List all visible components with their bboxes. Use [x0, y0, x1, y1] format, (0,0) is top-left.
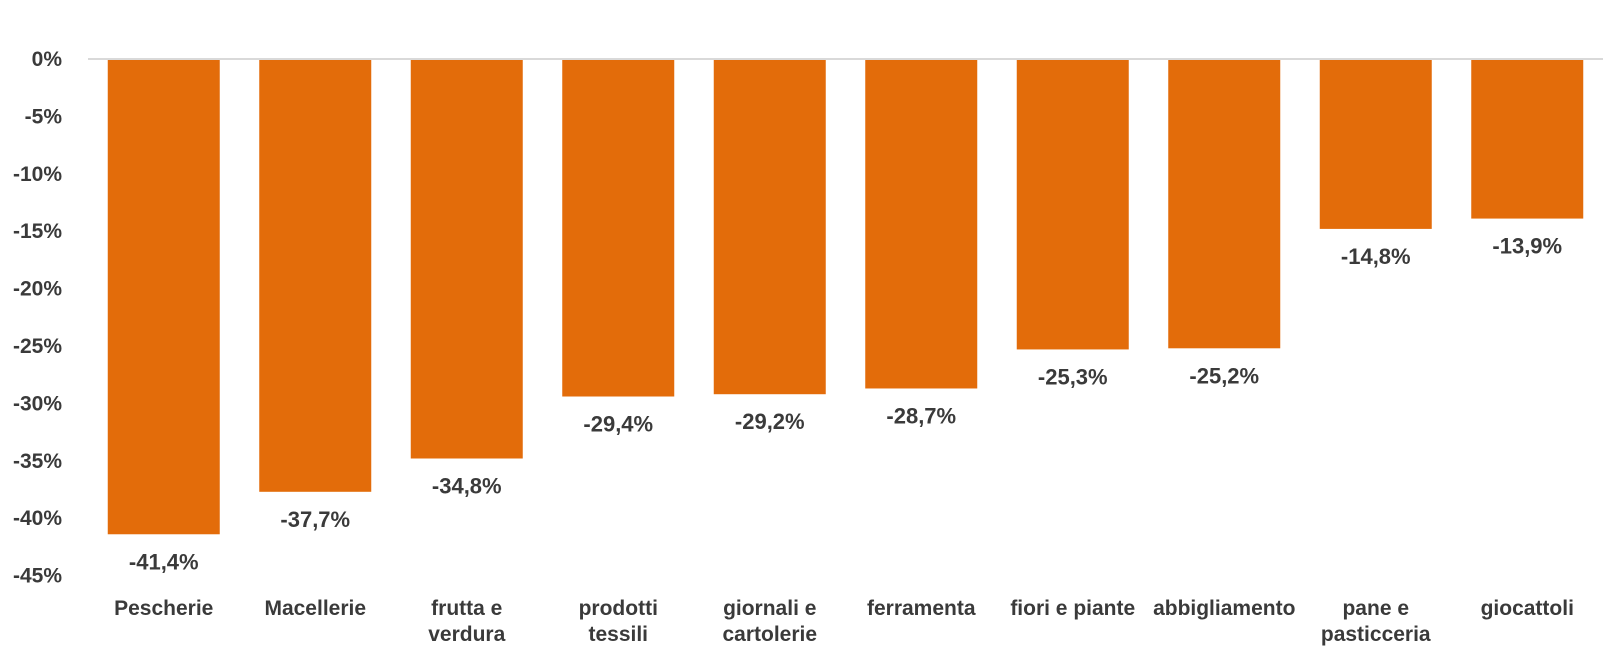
data-label: -29,4%	[583, 412, 653, 437]
bar	[107, 59, 220, 535]
bar	[713, 59, 826, 395]
bar	[1168, 59, 1281, 349]
x-tick-label-line: pasticceria	[1321, 623, 1431, 646]
data-label: -13,9%	[1492, 234, 1562, 259]
y-tick-label: -45%	[13, 565, 62, 588]
y-tick-label: -35%	[13, 450, 62, 473]
data-label: -14,8%	[1341, 244, 1411, 269]
bar	[1319, 59, 1432, 229]
x-tick-label-line: Pescherie	[114, 597, 213, 620]
x-tick-label-line: frutta e	[431, 597, 502, 620]
data-label: -41,4%	[129, 549, 199, 574]
x-tick-label-line: tessili	[588, 623, 648, 646]
data-label: -28,7%	[886, 403, 956, 428]
data-label: -25,2%	[1189, 363, 1259, 388]
x-tick-label-line: prodotti	[579, 597, 658, 620]
y-tick-label: 0%	[32, 48, 63, 71]
y-tick-label: -30%	[13, 392, 62, 415]
bar	[410, 59, 523, 459]
bar	[1471, 59, 1584, 219]
x-tick-label-line: cartolerie	[722, 623, 817, 646]
data-label: -25,3%	[1038, 364, 1108, 389]
y-tick-label: -40%	[13, 507, 62, 530]
bar	[865, 59, 978, 389]
x-tick-label-line: verdura	[428, 623, 505, 646]
y-tick-label: -15%	[13, 220, 62, 243]
x-tick-label: prodotti tessili	[579, 597, 658, 646]
x-tick-label: giocattoli	[1481, 597, 1574, 620]
bar	[1016, 59, 1129, 350]
y-tick-label: -5%	[25, 105, 63, 128]
data-label: -37,7%	[280, 507, 350, 532]
x-tick-label-line: giocattoli	[1481, 597, 1574, 620]
x-tick-label-line: Macellerie	[264, 597, 366, 620]
x-tick-label-line: giornali e	[723, 597, 816, 620]
x-tick-label-line: abbigliamento	[1153, 597, 1295, 620]
x-tick-label-line: ferramenta	[867, 597, 976, 620]
x-tick-label: Macellerie	[264, 597, 366, 620]
y-tick-label: -20%	[13, 278, 62, 301]
bar	[259, 59, 372, 492]
bar	[562, 59, 675, 397]
x-tick-label-line: pane e	[1342, 597, 1409, 620]
x-tick-label: pane e pasticceria	[1321, 597, 1431, 646]
y-tick-label: -25%	[13, 335, 62, 358]
x-tick-label-line: fiori e piante	[1010, 597, 1135, 620]
data-label: -34,8%	[432, 474, 502, 499]
x-tick-label: abbigliamento	[1153, 597, 1295, 620]
x-tick-label: ferramenta	[867, 597, 976, 620]
x-tick-label: giornali e cartolerie	[722, 597, 817, 646]
data-label: -29,2%	[735, 409, 805, 434]
x-tick-label: fiori e piante	[1010, 597, 1135, 620]
x-tick-label: Pescherie	[114, 597, 213, 620]
x-tick-label: frutta e verdura	[428, 597, 505, 646]
y-tick-label: -10%	[13, 163, 62, 186]
